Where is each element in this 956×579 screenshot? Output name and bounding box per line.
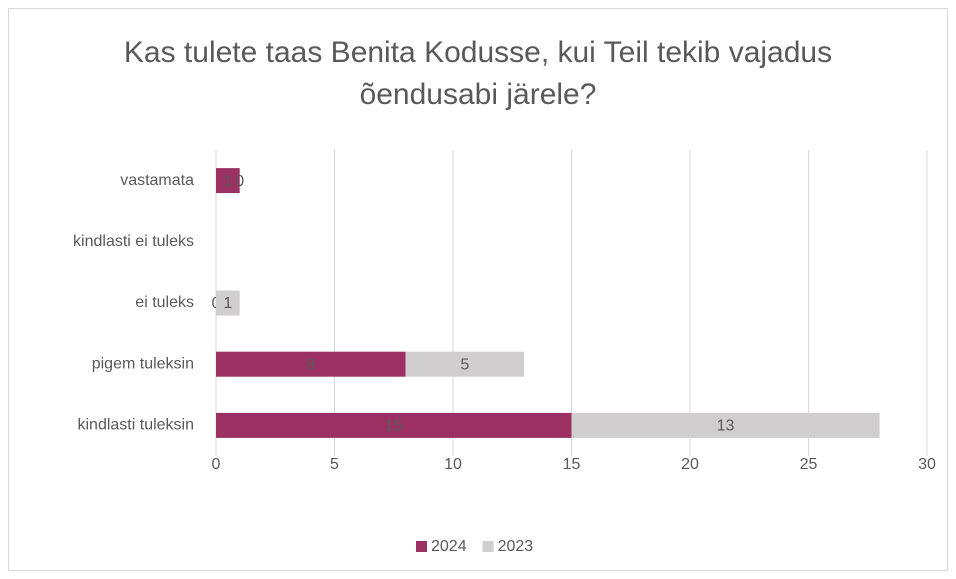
x-tick-label: 20 xyxy=(681,456,699,473)
x-tick-label: 15 xyxy=(563,456,581,473)
chart-title: Kas tulete taas Benita Kodusse, kui Teil… xyxy=(123,36,833,111)
bar xyxy=(216,351,406,377)
y-tick-label: pigem tuleksin xyxy=(92,355,194,372)
bar xyxy=(216,412,572,438)
legend-label: 2023 xyxy=(498,538,534,555)
x-tick-label: 25 xyxy=(800,456,818,473)
data-label: 1 xyxy=(223,295,232,312)
bar xyxy=(216,290,240,316)
legend-swatch xyxy=(416,541,427,552)
chart-border xyxy=(8,8,948,571)
x-tick-label: 5 xyxy=(330,456,339,473)
y-tick-label: kindlasti ei tuleks xyxy=(73,233,194,250)
y-tick-label: ei tuleks xyxy=(135,294,194,311)
x-tick-label: 0 xyxy=(212,456,221,473)
data-label: 15 xyxy=(385,418,403,435)
data-label: 13 xyxy=(717,418,735,435)
y-tick-label: kindlasti tuleksin xyxy=(78,417,195,434)
data-label: 5 xyxy=(460,356,469,373)
data-label: 0 xyxy=(235,173,244,190)
bar xyxy=(571,412,880,438)
data-label: 1 xyxy=(223,173,232,190)
bar xyxy=(216,168,240,194)
x-tick-label: 30 xyxy=(918,456,936,473)
legend-swatch xyxy=(482,541,494,552)
y-tick-label: vastamata xyxy=(120,172,194,189)
data-label: 8 xyxy=(306,356,315,373)
legend-label: 2024 xyxy=(431,538,467,555)
x-tick-label: 10 xyxy=(444,456,462,473)
bar xyxy=(405,351,525,377)
